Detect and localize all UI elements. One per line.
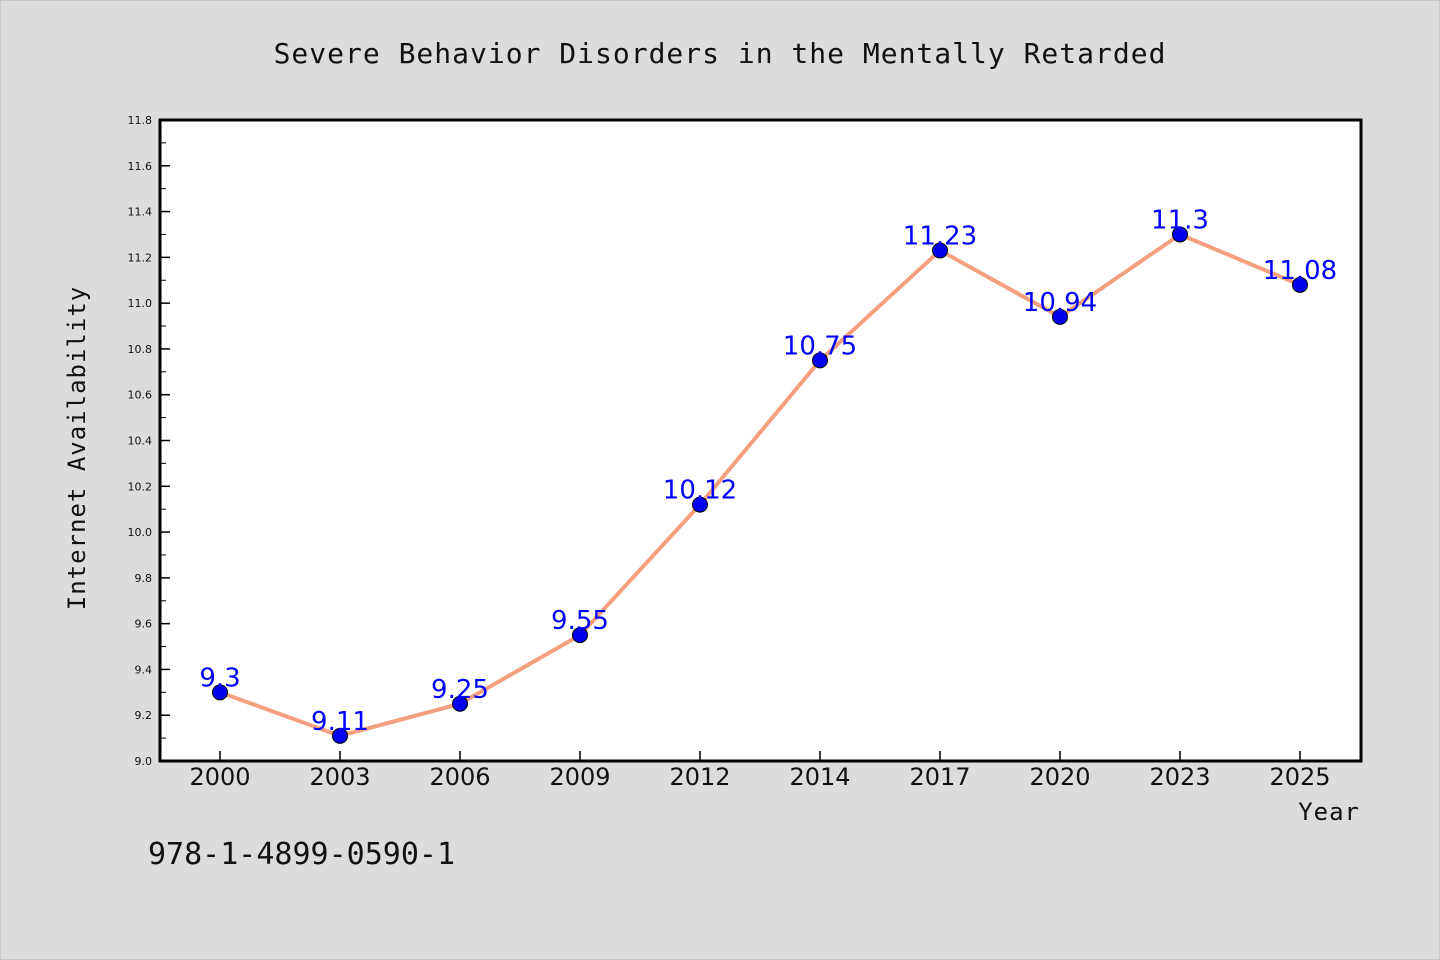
series-line [219, 232, 1301, 738]
y-axis-label: Internet Availability [63, 286, 91, 610]
x-tick-label: 2017 [909, 763, 970, 791]
data-label: 10.12 [663, 476, 737, 506]
x-tick-label: 2009 [549, 763, 610, 791]
data-label: 11.3 [1151, 205, 1209, 235]
data-label: 9.25 [431, 675, 489, 705]
x-tick-label: 2020 [1029, 763, 1090, 791]
y-axis: 9.0 9.2 9.4 9.6 9.8 10.0 10.2 10.4 10.6 10.8 11.0 1… [128, 114, 170, 768]
y-tick-label: 11.6 [128, 160, 153, 173]
data-point [932, 242, 948, 259]
data-point [692, 496, 708, 513]
x-tick-label: 2014 [789, 763, 850, 791]
y-tick-label: 9.2 [135, 709, 153, 722]
y-tick-label: 11.8 [128, 114, 153, 127]
x-axis: 2000 2003 2006 2009 2012 2014 2017 2020 2023 2025 [189, 751, 1331, 791]
y-tick-label: 11.4 [128, 206, 153, 219]
data-label: 10.94 [1023, 288, 1097, 318]
data-point [1052, 308, 1068, 325]
data-point [1172, 226, 1188, 243]
data-label: 9.3 [199, 663, 240, 693]
y-tick-label: 10.4 [128, 435, 153, 448]
data-label: 10.75 [783, 331, 857, 361]
x-axis-label: Year [1298, 798, 1360, 826]
data-label: 11.08 [1263, 256, 1337, 286]
y-tick-label: 10.2 [128, 480, 153, 493]
data-point [332, 727, 348, 744]
y-tick-label: 10.6 [128, 389, 153, 402]
x-tick-label: 2003 [309, 763, 370, 791]
y-tick-label: 9.6 [135, 618, 153, 631]
y-tick-label: 9.8 [135, 572, 153, 585]
y-tick-label: 10.8 [128, 343, 153, 356]
data-point [212, 684, 228, 701]
data-label: 9.55 [551, 606, 609, 636]
data-point [572, 627, 588, 644]
data-label: 9.11 [311, 707, 369, 737]
data-series [212, 226, 1308, 744]
y-tick-label: 9.4 [135, 663, 153, 676]
chart-title: Severe Behavior Disorders in the Mentall… [274, 37, 1167, 70]
x-tick-label: 2025 [1269, 763, 1330, 791]
y-tick-label: 11.2 [128, 251, 153, 264]
x-tick-label: 2012 [669, 763, 730, 791]
data-labels: 9.3 9.11 9.25 9.55 10.12 10.75 11.23 10.94 11.3 1… [199, 205, 1337, 736]
data-point [812, 352, 828, 369]
x-tick-label: 2023 [1149, 763, 1210, 791]
isbn-text: 978-1-4899-0590-1 [148, 837, 455, 872]
y-tick-label: 10.0 [128, 526, 153, 539]
y-tick-label: 9.0 [135, 755, 153, 768]
data-point [452, 695, 468, 712]
x-tick-label: 2006 [429, 763, 490, 791]
data-point [1292, 276, 1308, 293]
data-label: 11.23 [903, 221, 977, 251]
plot-area [158, 118, 1363, 763]
y-tick-label: 11.0 [128, 297, 153, 310]
x-tick-label: 2000 [189, 763, 250, 791]
